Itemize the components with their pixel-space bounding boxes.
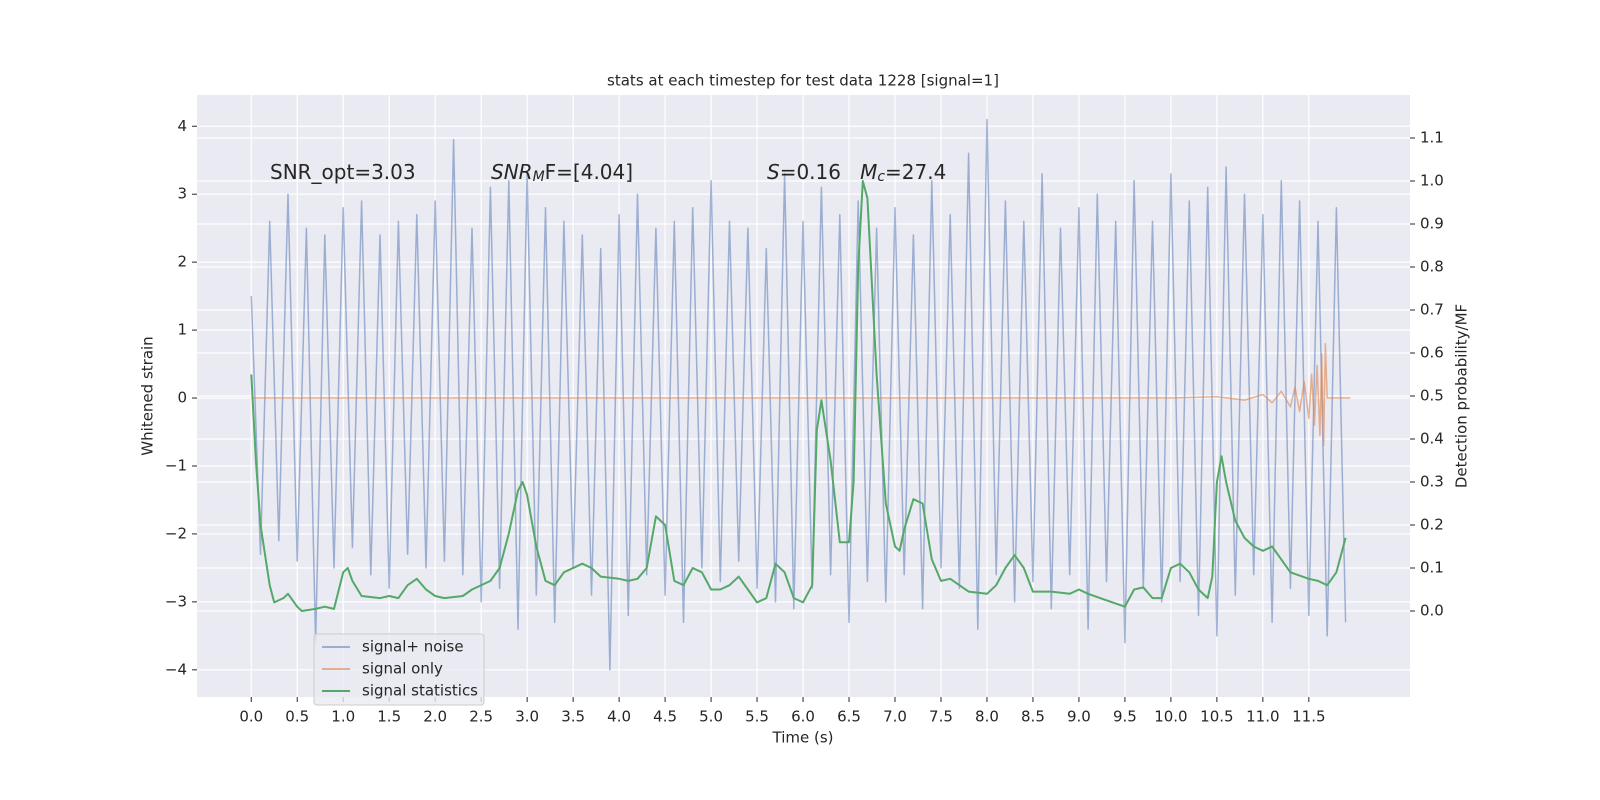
y2-tick-label: 0.5 xyxy=(1420,387,1444,405)
x-tick-label: 0.0 xyxy=(239,708,263,726)
y2-tick-label: 0.9 xyxy=(1420,215,1444,233)
x-tick-label: 10.0 xyxy=(1154,708,1187,726)
x-tick-label: 5.0 xyxy=(699,708,723,726)
y2-axis-label: Detection probability/MF xyxy=(1453,304,1471,488)
y2-tick-label: 0.6 xyxy=(1420,344,1444,362)
y2-tick-label: 0.2 xyxy=(1420,516,1444,534)
x-tick-label: 7.0 xyxy=(883,708,907,726)
y2-tick-label: 0.8 xyxy=(1420,258,1444,276)
y-axis-label: Whitened strain xyxy=(139,336,157,455)
x-tick-label: 2.0 xyxy=(423,708,447,726)
annotation: S=0.16 Mc=27.4 xyxy=(767,160,946,185)
x-tick-label: 3.5 xyxy=(561,708,585,726)
legend-box xyxy=(313,633,485,706)
y-tick-label: −3 xyxy=(165,592,187,610)
x-tick-label: 4.0 xyxy=(607,708,631,726)
y-tick-label: −2 xyxy=(165,524,187,542)
y-tick-label: 3 xyxy=(177,185,187,203)
y-tick-label: 0 xyxy=(177,389,187,407)
annotation-part: M xyxy=(533,169,545,185)
grid xyxy=(197,95,1410,697)
annotation-part: SNR xyxy=(491,160,533,184)
y-tick-label: 2 xyxy=(177,253,187,271)
y2-tick-label: 0.3 xyxy=(1420,473,1444,491)
y2-tick-label: 0.4 xyxy=(1420,430,1444,448)
annotation-part: S xyxy=(767,160,780,184)
x-tick-label: 5.5 xyxy=(745,708,769,726)
annotation: SNRMF=[4.04] xyxy=(491,160,633,185)
x-tick-label: 9.5 xyxy=(1113,708,1137,726)
x-tick-label: 9.0 xyxy=(1067,708,1091,726)
legend-label: signal only xyxy=(362,660,443,678)
annotation-part: =0.16 xyxy=(780,160,860,184)
x-tick-label: 11.0 xyxy=(1246,708,1279,726)
y-tick-label: −4 xyxy=(165,660,187,678)
x-axis-label: Time (s) xyxy=(772,729,834,747)
x-tick-label: 1.0 xyxy=(331,708,355,726)
series-line xyxy=(250,180,1347,612)
annotation: SNR_opt=3.03 xyxy=(270,160,416,184)
x-tick-label: 7.5 xyxy=(929,708,953,726)
y-tick-label: −1 xyxy=(165,456,187,474)
x-tick-label: 11.5 xyxy=(1292,708,1325,726)
x-tick-label: 3.0 xyxy=(515,708,539,726)
y2-tick-label: 1.1 xyxy=(1420,129,1444,147)
y-tick-label: 1 xyxy=(177,321,187,339)
x-tick-label: 2.5 xyxy=(469,708,493,726)
y2-tick-label: 0.1 xyxy=(1420,559,1444,577)
x-tick-label: 1.5 xyxy=(377,708,401,726)
annotation-part: M xyxy=(860,160,877,184)
annotation-part: SNR_opt=3.03 xyxy=(270,160,416,184)
y2-tick-label: 0.7 xyxy=(1420,301,1444,319)
x-tick-label: 8.0 xyxy=(975,708,999,726)
legend-label: signal statistics xyxy=(362,682,478,700)
y2-tick-label: 1.0 xyxy=(1420,172,1444,190)
y-tick-label: 4 xyxy=(177,117,187,135)
annotation-part: c xyxy=(877,169,885,185)
legend-label: signal+ noise xyxy=(362,638,464,656)
annotation-part: =27.4 xyxy=(885,160,946,184)
x-tick-label: 10.5 xyxy=(1200,708,1233,726)
x-tick-label: 6.5 xyxy=(837,708,861,726)
x-tick-label: 0.5 xyxy=(285,708,309,726)
series-line xyxy=(251,342,1351,447)
series-line xyxy=(250,118,1347,671)
annotation-part: F=[4.04] xyxy=(545,160,633,184)
y2-tick-label: 0.0 xyxy=(1420,602,1444,620)
x-tick-label: 8.5 xyxy=(1021,708,1045,726)
chart-title: stats at each timestep for test data 122… xyxy=(607,72,999,90)
x-tick-label: 6.0 xyxy=(791,708,815,726)
x-tick-label: 4.5 xyxy=(653,708,677,726)
legend: signal+ noise signal only signal statistic… xyxy=(313,633,485,706)
